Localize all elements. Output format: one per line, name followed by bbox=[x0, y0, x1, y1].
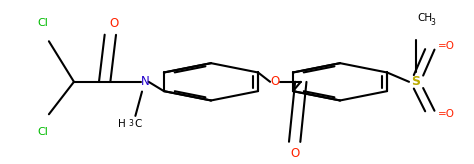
Text: O: O bbox=[270, 75, 280, 88]
Text: 3: 3 bbox=[430, 18, 435, 27]
Text: CH: CH bbox=[418, 13, 433, 23]
Text: H: H bbox=[118, 119, 126, 129]
Text: =O: =O bbox=[438, 41, 455, 51]
Text: S: S bbox=[411, 75, 420, 88]
Text: N: N bbox=[140, 75, 149, 88]
Text: O: O bbox=[109, 17, 119, 30]
Text: O: O bbox=[290, 147, 299, 160]
Text: =O: =O bbox=[438, 109, 455, 119]
Text: C: C bbox=[135, 119, 142, 129]
Text: Cl: Cl bbox=[38, 127, 49, 137]
Text: 3: 3 bbox=[129, 119, 134, 128]
Text: Cl: Cl bbox=[38, 18, 49, 28]
